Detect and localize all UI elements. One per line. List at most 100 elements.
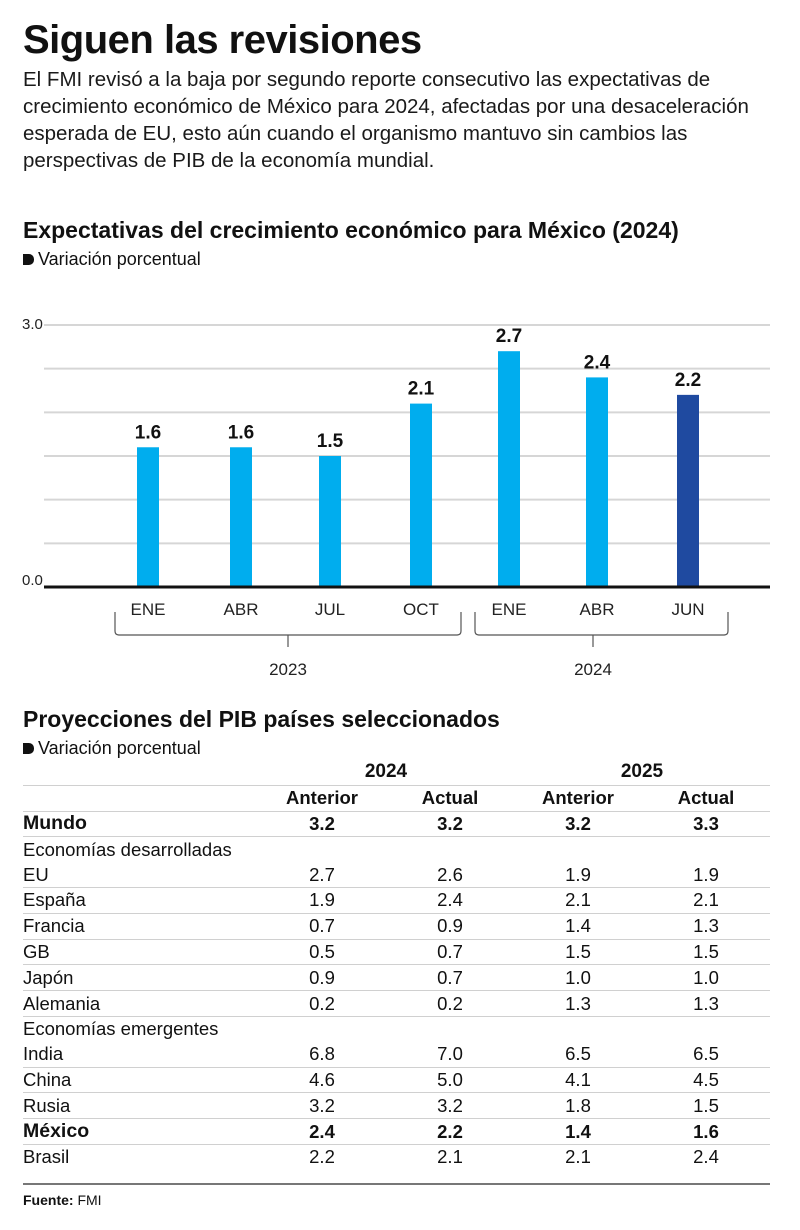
value-cell: 1.9: [258, 887, 386, 914]
data-label: 2.7: [496, 326, 522, 347]
value-cell: 1.5: [642, 1092, 770, 1120]
value-cell: 0.5: [258, 939, 386, 966]
value-cell: 2.2: [386, 1118, 514, 1145]
value-cell: 2.1: [514, 887, 642, 914]
value-cell: 2.4: [258, 1118, 386, 1145]
row-label: China: [23, 1067, 258, 1094]
table-row: Rusia 3.2 3.2 1.8 1.5: [23, 1092, 770, 1120]
table-subtitle: Variación porcentual: [23, 738, 201, 759]
group-label: 2024: [574, 660, 612, 679]
row-label: Rusia: [23, 1092, 258, 1120]
bullet-icon: [23, 743, 34, 754]
value-cell: 4.6: [258, 1067, 386, 1094]
blank-header: [23, 760, 258, 786]
value-cell: 7.0: [386, 1041, 514, 1068]
column-header: Actual: [642, 785, 770, 812]
row-label: Alemania: [23, 990, 258, 1017]
year-header-row: 2024 2025: [23, 760, 770, 786]
x-tick-label: JUN: [671, 600, 704, 619]
group-label: 2023: [269, 660, 307, 679]
value-cell: 1.0: [642, 964, 770, 992]
x-tick-label: ABR: [580, 600, 615, 619]
table-row: GB 0.5 0.7 1.5 1.5: [23, 939, 770, 966]
row-label: GB: [23, 939, 258, 966]
column-header-row: Anterior Actual Anterior Actual: [23, 785, 770, 812]
chart-title: Expectativas del crecimiento económico p…: [23, 217, 679, 243]
value-cell: 0.9: [386, 913, 514, 940]
value-cell: 1.9: [514, 862, 642, 888]
bar: [586, 377, 608, 587]
value-cell: 4.1: [514, 1067, 642, 1094]
table-title: Proyecciones del PIB países seleccionado…: [23, 706, 500, 732]
value-cell: 1.5: [514, 939, 642, 966]
value-cell: 2.1: [437, 1146, 463, 1168]
table-row: España 1.9 2.4 2.1 2.1: [23, 887, 770, 914]
row-label: Japón: [23, 964, 258, 992]
value-cell: 2.4: [386, 887, 514, 914]
row-label: España: [23, 887, 258, 914]
bar: [137, 447, 159, 587]
table-row: Alemania 0.2 0.2 1.3 1.3: [23, 990, 770, 1017]
value-cell: 3.2: [514, 811, 642, 838]
row-label: Francia: [23, 913, 258, 940]
value-cell: 1.0: [514, 964, 642, 992]
value-cell: 0.7: [386, 964, 514, 992]
bar: [319, 456, 341, 587]
value-cell: 2.1: [642, 887, 770, 914]
value-cell: 3.2: [386, 811, 514, 838]
value-cell: 6.5: [642, 1041, 770, 1068]
x-tick-label: JUL: [315, 600, 345, 619]
value-cell: 1.9: [642, 862, 770, 888]
value-cell: 1.5: [642, 939, 770, 966]
page-title: Siguen las revisiones: [23, 18, 422, 62]
bar-chart: 3.0 0.0 1.6 ENE 1.6 ABR 1.5 JUL 2.1 OCT 2.7 ENE 2.4 A…: [22, 316, 770, 679]
table-row: India 6.8 7.0 6.5 6.5: [23, 1041, 770, 1068]
data-label: 1.5: [317, 431, 344, 452]
x-tick-label: ENE: [131, 600, 166, 619]
value-cell: 1.4: [514, 913, 642, 940]
value-cell: 1.3: [514, 990, 642, 1017]
data-label: 2.4: [584, 352, 611, 373]
x-tick-label: ABR: [224, 600, 259, 619]
value-cell: 2.2: [309, 1146, 335, 1168]
data-label: 1.6: [135, 422, 161, 443]
value-cell: 0.7: [258, 913, 386, 940]
data-label: 1.6: [228, 422, 254, 443]
table-subtitle-text: Variación porcentual: [38, 738, 201, 758]
value-cell: 3.2: [258, 811, 386, 838]
blank-header: [23, 785, 258, 812]
row-label: Brasil: [23, 1146, 70, 1168]
row-label: India: [23, 1041, 258, 1068]
year-header: 2024: [258, 760, 514, 786]
table-row: Brasil 2.2 2.1 2.1 2.4: [23, 1144, 770, 1169]
value-cell: 0.9: [258, 964, 386, 992]
group-header-row: Economías emergentes: [23, 1016, 770, 1041]
value-cell: 2.4: [693, 1146, 719, 1168]
x-tick-label: ENE: [492, 600, 527, 619]
table-row: Mundo 3.2 3.2 3.2 3.3: [23, 811, 770, 838]
table-row: China 4.6 5.0 4.1 4.5: [23, 1067, 770, 1094]
group-bracket: [474, 612, 729, 636]
row-label: EU: [23, 862, 258, 888]
source-label: Fuente:: [23, 1192, 74, 1208]
chart-subtitle-text: Variación porcentual: [38, 249, 201, 269]
value-cell: 5.0: [386, 1067, 514, 1094]
value-cell: 3.3: [642, 811, 770, 838]
value-cell: 6.8: [258, 1041, 386, 1068]
value-cell: 1.3: [642, 990, 770, 1017]
column-header: Anterior: [514, 785, 642, 812]
value-cell: 0.2: [386, 990, 514, 1017]
column-header: Actual: [386, 785, 514, 812]
value-cell: 3.2: [258, 1092, 386, 1120]
row-label: Economías emergentes: [23, 1018, 219, 1040]
bullet-icon: [23, 254, 34, 265]
y-tick-label: 3.0: [22, 316, 43, 333]
value-cell: 6.5: [514, 1041, 642, 1068]
footer-divider: [23, 1183, 770, 1185]
table-body: Mundo 3.2 3.2 3.2 3.3 Economías desarrolladas…: [23, 811, 770, 1170]
value-cell: 2.7: [258, 862, 386, 888]
table-row: Francia 0.7 0.9 1.4 1.3: [23, 913, 770, 940]
row-label: Economías desarrolladas: [23, 838, 232, 860]
bar: [230, 447, 252, 587]
y-tick-label: 0.0: [22, 572, 43, 589]
